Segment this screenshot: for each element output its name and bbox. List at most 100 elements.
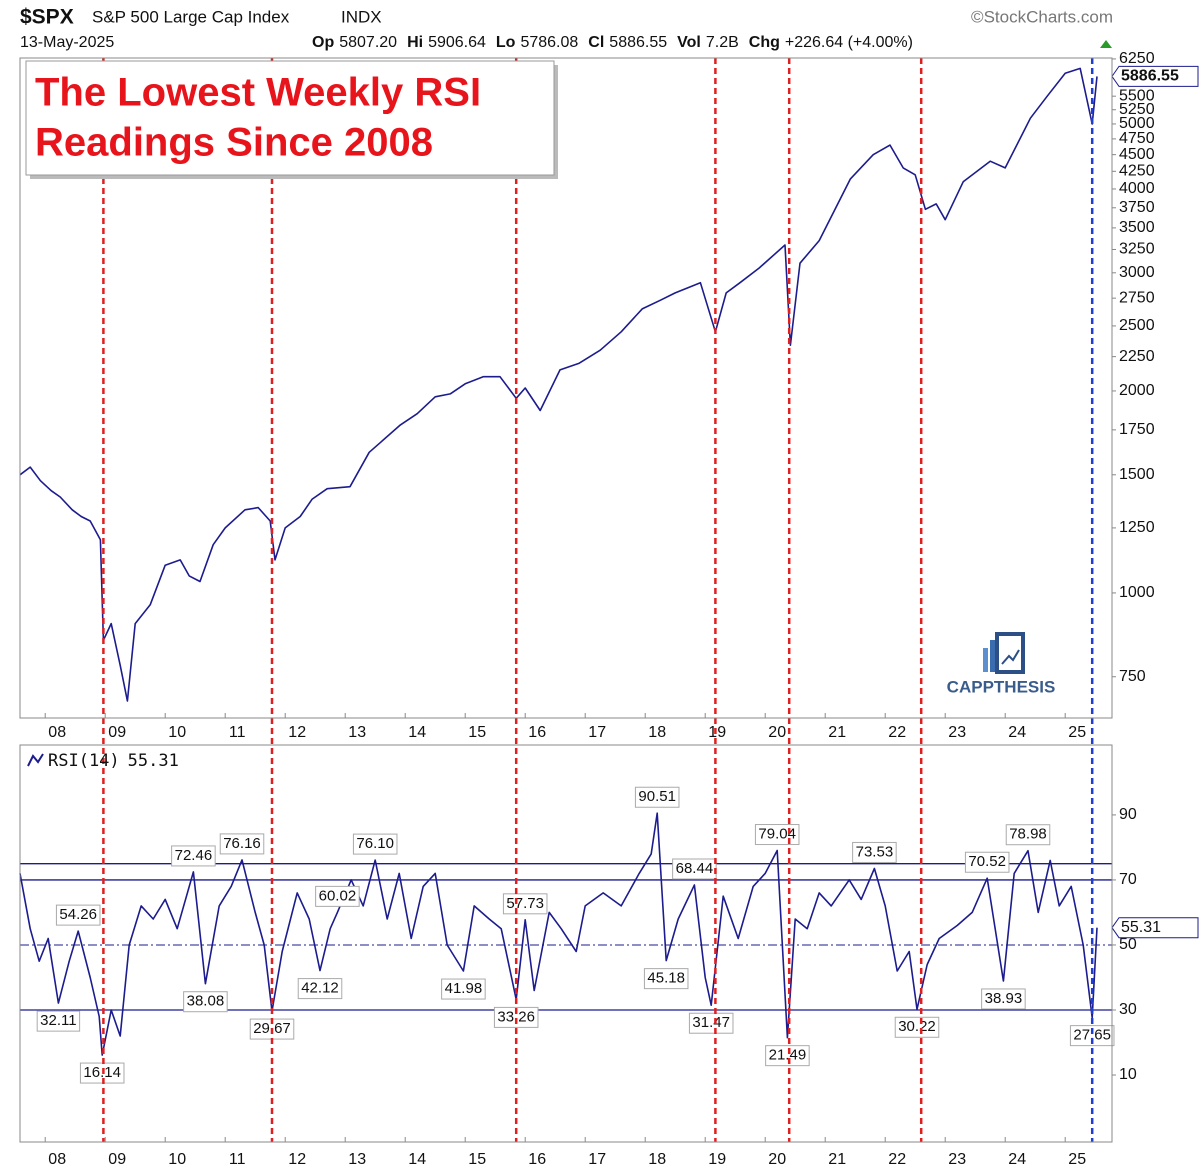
data-label-box [219, 833, 265, 855]
data-label-box [1069, 1025, 1115, 1047]
x-tick-label: 21 [828, 724, 846, 741]
last-value-tag [1111, 917, 1199, 939]
up-arrow [1100, 40, 1112, 48]
x-tick-label: 17 [588, 1151, 606, 1168]
x-tick-label: 09 [108, 1151, 126, 1168]
source: ©StockCharts.com [971, 7, 1113, 26]
quote-value: 5786.08 [520, 34, 578, 51]
data-label: 42.12 [301, 980, 339, 997]
y-tick-label: 50 [1119, 936, 1137, 953]
last-value-label: 5886.55 [1121, 68, 1179, 85]
x-tick-label: 16 [528, 724, 546, 741]
data-label: 76.16 [223, 835, 261, 852]
y-tick-label: 3000 [1119, 264, 1155, 281]
quote-value: +226.64 (+4.00%) [785, 34, 913, 51]
data-label: 90.51 [638, 788, 676, 805]
y-tick-label: 3500 [1119, 219, 1155, 236]
y-tick-label: 2250 [1119, 348, 1155, 365]
data-label-box [634, 786, 680, 808]
date: 13-May-2025 [20, 34, 114, 51]
data-label-box [502, 893, 548, 915]
x-tick-label: 15 [468, 1151, 486, 1168]
x-tick-label: 23 [948, 724, 966, 741]
y-tick-label: 5250 [1119, 101, 1155, 118]
x-tick-label: 17 [588, 724, 606, 741]
x-tick-label: 08 [48, 724, 66, 741]
quote-value: 5906.64 [428, 34, 486, 51]
y-tick-label: 70 [1119, 871, 1137, 888]
data-label-box [894, 1016, 940, 1038]
data-label: 45.18 [647, 970, 685, 987]
data-label-box [852, 841, 897, 863]
data-label-box [688, 1012, 734, 1034]
x-tick-label: 18 [648, 724, 666, 741]
watermark: CAPPTHESIS [947, 677, 1056, 696]
data-label-box [765, 1045, 810, 1067]
y-tick-label: 10 [1119, 1066, 1137, 1083]
y-tick-label: 1250 [1119, 519, 1155, 536]
y-tick-label: 2500 [1119, 317, 1155, 334]
x-tick-label: 24 [1008, 1151, 1026, 1168]
quote-value: 5807.20 [339, 34, 397, 51]
callout-line: The Lowest Weekly RSI [35, 71, 481, 115]
y-tick-label: 750 [1119, 668, 1146, 685]
data-label-box [315, 885, 360, 907]
y-tick-label: 2750 [1119, 289, 1155, 306]
y-tick-label: 3250 [1119, 241, 1155, 258]
data-label: 72.46 [175, 847, 213, 864]
x-tick-label: 20 [768, 724, 786, 741]
line-series [19, 67, 1098, 702]
x-tick-label: 08 [48, 1151, 66, 1168]
quote-label: Cl [588, 34, 604, 51]
data-label: 68.44 [676, 860, 714, 877]
y-tick-label: 5500 [1119, 87, 1155, 104]
data-label: 21.49 [769, 1047, 807, 1064]
exchange: INDX [341, 7, 382, 26]
x-tick-label: 10 [168, 724, 186, 741]
y-tick-label: 5000 [1119, 115, 1155, 132]
y-tick-label: 4750 [1119, 130, 1155, 147]
data-label: 30.22 [898, 1018, 936, 1035]
rsi-frame [19, 744, 1113, 1143]
y-tick-label: 4250 [1119, 163, 1155, 180]
data-label-box [183, 991, 228, 1013]
y-tick-label: 6250 [1119, 50, 1155, 67]
x-tick-label: 22 [888, 1151, 906, 1168]
data-label: 57.73 [506, 895, 544, 912]
data-label-box [964, 851, 1010, 873]
y-tick-label: 30 [1119, 1001, 1137, 1018]
x-tick-label: 25 [1068, 724, 1086, 741]
data-label: 60.02 [319, 887, 357, 904]
y-tick-label: 1500 [1119, 466, 1155, 483]
x-tick-label: 18 [648, 1151, 666, 1168]
data-label-box [36, 1010, 81, 1032]
quote-label: Chg [749, 34, 780, 51]
data-label-box [493, 1006, 539, 1028]
callout-line: Readings Since 2008 [35, 121, 433, 165]
x-tick-label: 20 [768, 1151, 786, 1168]
x-tick-label: 19 [708, 724, 726, 741]
data-label: 54.26 [59, 906, 97, 923]
last-value-tag [1111, 65, 1199, 87]
x-tick-label: 19 [708, 1151, 726, 1168]
quote: Op 5807.20 Hi 5906.64 Lo 5786.08 Cl 5886.55 Vol 7… [312, 34, 913, 51]
price-frame [19, 57, 1113, 719]
index-name: S&P 500 Large Cap Index [92, 7, 290, 26]
symbol: $SPX [20, 6, 74, 29]
x-tick-label: 12 [288, 1151, 306, 1168]
data-label-box [643, 968, 689, 990]
logo-icon [983, 632, 1025, 674]
data-label: 27.65 [1073, 1027, 1111, 1044]
quote-label: Vol [677, 34, 701, 51]
data-label: 73.53 [856, 843, 894, 860]
quote-label: Op [312, 34, 334, 51]
data-label: 78.98 [1009, 826, 1047, 843]
quote-value: 5886.55 [609, 34, 667, 51]
x-tick-label: 11 [229, 724, 246, 741]
callout-box [25, 60, 555, 176]
data-label-box [352, 833, 398, 855]
data-label: 32.11 [40, 1012, 76, 1029]
data-label: 70.52 [968, 853, 1006, 870]
x-tick-label: 21 [828, 1151, 846, 1168]
x-tick-label: 22 [888, 724, 906, 741]
